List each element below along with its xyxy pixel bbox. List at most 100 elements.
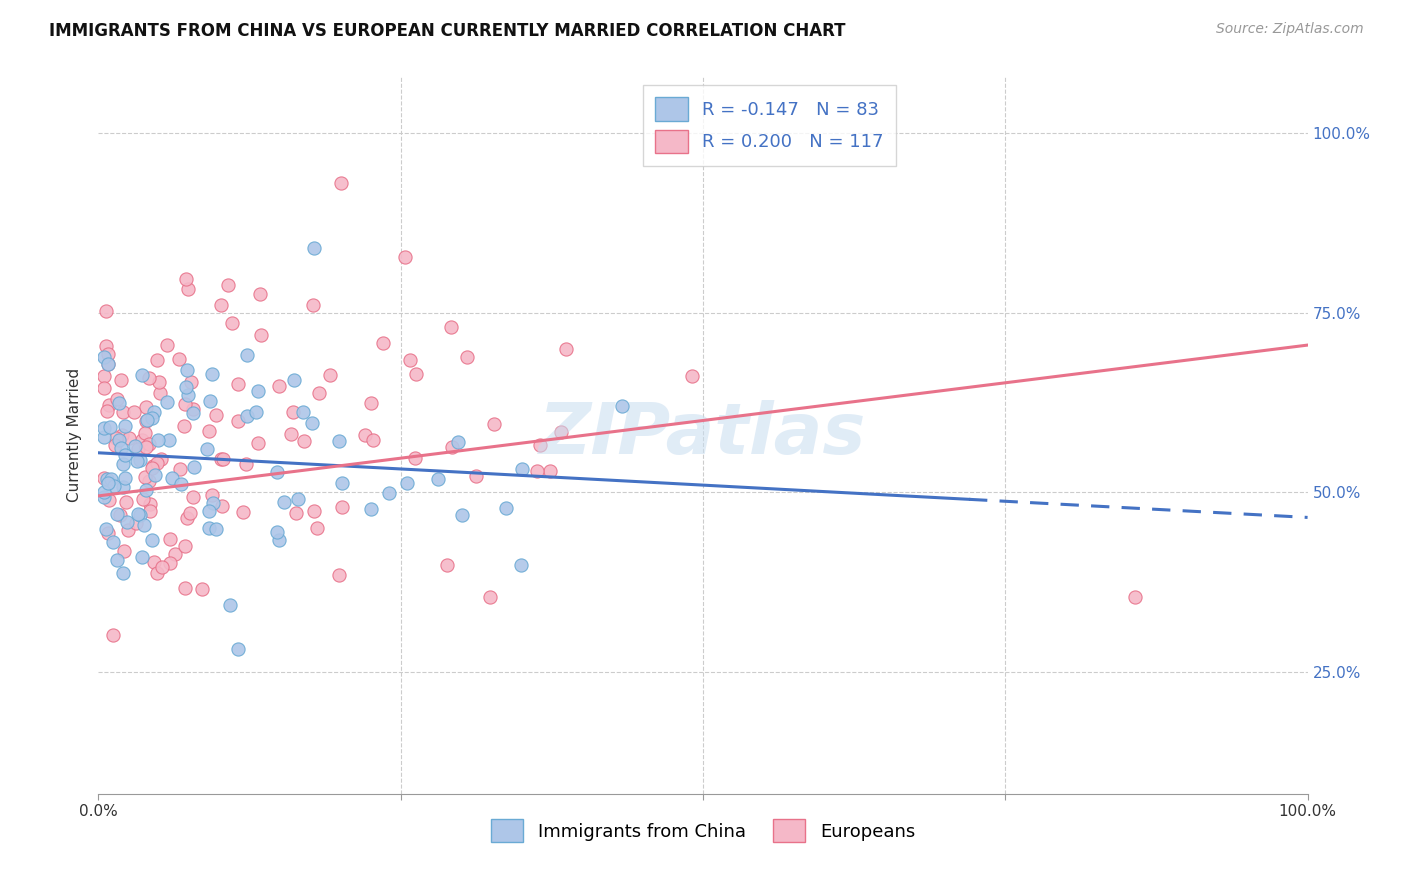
Point [110, 373, 132, 387]
Point [509, 558, 531, 572]
Point [330, 475, 353, 490]
Point [138, 371, 160, 385]
Point [93, 351, 115, 365]
Point [179, 507, 201, 521]
Point [266, 465, 288, 479]
Point [97, 357, 120, 371]
Point [146, 433, 169, 447]
Point [377, 485, 399, 500]
Point [183, 401, 205, 416]
Point [360, 502, 382, 516]
Point [131, 433, 153, 447]
Point [101, 628, 124, 642]
Point [287, 491, 309, 506]
Point [156, 395, 179, 409]
Y-axis label: Currently Married: Currently Married [67, 368, 83, 502]
Point [93, 381, 115, 395]
Point [170, 477, 193, 491]
Point [394, 250, 416, 264]
Point [510, 462, 533, 476]
Point [149, 386, 172, 401]
Point [283, 373, 305, 387]
Point [100, 472, 122, 486]
Point [97, 476, 120, 491]
Point [526, 464, 548, 478]
Point [93, 484, 115, 499]
Point [96, 472, 118, 486]
Point [181, 406, 204, 420]
Point [436, 558, 458, 572]
Point [163, 547, 186, 561]
Point [132, 491, 155, 506]
Point [404, 451, 426, 466]
Point [405, 368, 427, 382]
Point [148, 375, 170, 389]
Point [159, 532, 181, 546]
Point [129, 508, 152, 522]
Point [426, 471, 449, 485]
Point [456, 350, 478, 364]
Point [93, 471, 115, 485]
Point [266, 524, 288, 539]
Point [142, 405, 165, 419]
Point [132, 518, 155, 533]
Point [226, 376, 249, 391]
Point [97, 347, 120, 361]
Point [141, 533, 163, 547]
Point [176, 363, 198, 377]
Point [111, 457, 134, 471]
Point [550, 425, 572, 439]
Point [139, 504, 162, 518]
Point [111, 480, 134, 494]
Point [354, 427, 377, 442]
Point [217, 278, 239, 293]
Point [447, 434, 470, 449]
Point [197, 504, 219, 518]
Point [127, 442, 149, 456]
Point [127, 507, 149, 521]
Point [146, 457, 169, 471]
Point [180, 375, 202, 389]
Point [124, 439, 146, 453]
Point [96, 304, 118, 318]
Point [114, 448, 136, 462]
Point [211, 452, 233, 467]
Point [97, 525, 120, 540]
Point [173, 581, 195, 595]
Point [93, 368, 115, 383]
Point [167, 352, 190, 367]
Point [114, 470, 136, 484]
Point [284, 506, 307, 520]
Point [308, 386, 330, 401]
Point [205, 522, 228, 536]
Legend: Immigrants from China, Europeans: Immigrants from China, Europeans [484, 812, 922, 849]
Point [138, 437, 160, 451]
Point [280, 427, 302, 442]
Point [292, 434, 315, 448]
Point [96, 338, 118, 352]
Point [328, 434, 350, 449]
Point [200, 368, 222, 382]
Point [198, 424, 221, 438]
Point [198, 394, 221, 409]
Point [97, 492, 120, 507]
Point [138, 474, 160, 488]
Point [190, 582, 212, 596]
Point [398, 352, 420, 367]
Text: ZIPatlas: ZIPatlas [540, 401, 866, 469]
Point [555, 343, 578, 357]
Point [361, 433, 384, 447]
Point [236, 409, 259, 424]
Point [104, 438, 127, 452]
Point [373, 335, 395, 350]
Point [330, 500, 353, 514]
Point [139, 497, 162, 511]
Point [273, 495, 295, 509]
Point [117, 523, 139, 537]
Point [93, 430, 115, 444]
Point [211, 500, 233, 514]
Point [174, 271, 197, 285]
Point [105, 392, 128, 407]
Point [131, 550, 153, 565]
Point [218, 599, 240, 613]
